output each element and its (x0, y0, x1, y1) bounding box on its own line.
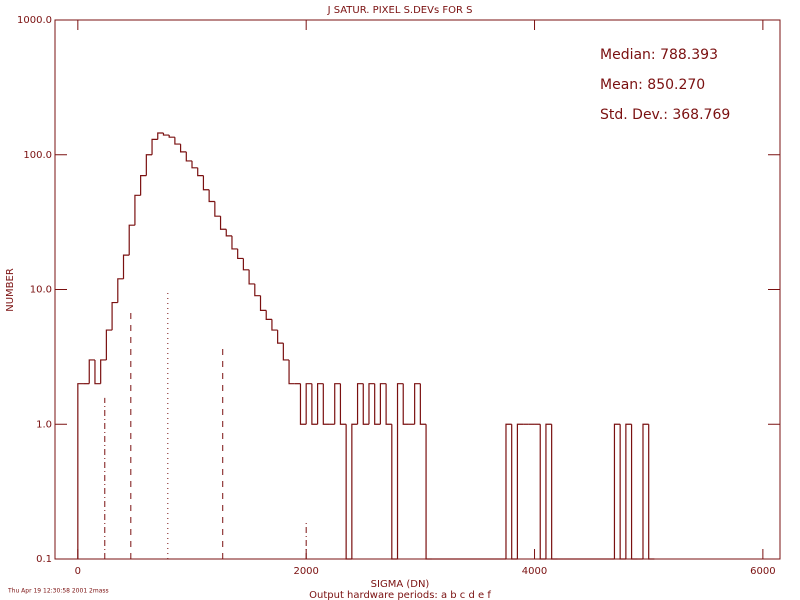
histogram-bin (339, 383, 347, 425)
stat-annotation: Std. Dev.: 368.769 (600, 107, 730, 123)
histogram-bin (351, 423, 358, 559)
histogram-bin (185, 151, 193, 162)
y-tick-label: 100.0 (23, 150, 52, 161)
histogram-bin (374, 383, 381, 425)
histogram-bin (197, 167, 204, 177)
histogram-bin (111, 301, 118, 331)
histogram-bin (265, 310, 272, 320)
y-tick-label: 1.0 (36, 419, 52, 430)
histogram-bin (231, 235, 238, 250)
histogram-bin (345, 424, 352, 560)
histogram-bin (648, 424, 655, 560)
histogram-bin (642, 423, 649, 559)
histogram-bin (179, 144, 187, 153)
histogram-bin (391, 424, 398, 560)
histogram-bin (128, 224, 135, 256)
x-axis-label: SIGMA (DN) (371, 579, 430, 590)
histogram-bin (414, 383, 421, 425)
x-tick-label: 4000 (522, 566, 547, 577)
histogram-bin (94, 359, 101, 385)
chart-title: J SATUR. PIXEL S.DEVs FOR S (327, 5, 473, 16)
histogram-bin (214, 201, 221, 217)
histogram-bin (219, 216, 227, 230)
histogram-bin (613, 423, 621, 559)
histogram-bin (88, 359, 95, 384)
x-tick-label: 0 (75, 566, 81, 577)
histogram-bin (630, 424, 638, 560)
x-tick-label: 6000 (750, 566, 775, 577)
histogram-bin (168, 135, 175, 138)
histogram-bin (334, 383, 341, 425)
histogram-bin (162, 133, 170, 136)
y-tick-label: 10.0 (30, 285, 52, 296)
histogram-bin (259, 295, 267, 311)
histogram-bin (385, 383, 392, 425)
histogram-bin (174, 137, 181, 145)
histogram-bin (516, 423, 524, 559)
histogram-bin (242, 258, 250, 271)
histogram-bin (505, 423, 512, 559)
histogram-bin (305, 383, 312, 425)
histogram-bin (157, 132, 164, 140)
histogram-bin (311, 383, 318, 425)
y-tick-label: 0.1 (36, 554, 52, 565)
stat-annotation: Median: 788.393 (600, 47, 718, 63)
histogram-bin (288, 359, 295, 385)
histogram-bin (419, 383, 427, 425)
y-axis-label: NUMBER (5, 268, 16, 312)
histogram-bin (237, 248, 244, 260)
histogram-bin (208, 189, 215, 203)
histogram-bin (122, 254, 130, 279)
histogram-bin (551, 424, 558, 560)
histogram-bin (316, 383, 324, 425)
histogram-bin (271, 319, 278, 331)
histogram-bin (202, 175, 210, 191)
histogram-bin (145, 154, 153, 176)
histogram-bin (356, 383, 364, 425)
histogram-bin (117, 278, 124, 303)
histogram-bin (362, 383, 369, 425)
subtitle: Output hardware periods: a b c d e f (309, 590, 491, 600)
histogram-bin (225, 229, 232, 237)
histogram-bin (396, 383, 404, 559)
histogram-bin (282, 343, 290, 361)
x-tick-label: 2000 (293, 566, 318, 577)
histogram-bin (134, 194, 141, 226)
histogram-bin (625, 423, 632, 559)
histogram-bin (322, 383, 330, 425)
histogram-bin (151, 138, 158, 155)
histogram-bin (191, 160, 198, 169)
y-tick-label: 1000.0 (17, 15, 52, 26)
histogram-bin (425, 424, 432, 560)
histogram-bin (100, 359, 107, 384)
histogram-bin (105, 329, 113, 360)
footer: Thu Apr 19 12:30:58 2001 2mass (7, 588, 109, 595)
histogram-bin (511, 424, 518, 560)
histogram-bin (77, 383, 84, 559)
histogram-bin (402, 383, 409, 425)
histogram-bin (619, 424, 626, 560)
histogram-bin (140, 175, 147, 196)
histogram-bin (299, 383, 307, 425)
histogram-bin (254, 283, 261, 297)
histogram-bin (368, 383, 375, 425)
stat-annotation: Mean: 850.270 (600, 77, 705, 93)
histogram-bin (545, 423, 552, 559)
histogram-bin (277, 330, 284, 344)
histogram-bin (379, 383, 387, 425)
histogram-bin (248, 269, 255, 285)
histogram-bin (539, 424, 546, 560)
